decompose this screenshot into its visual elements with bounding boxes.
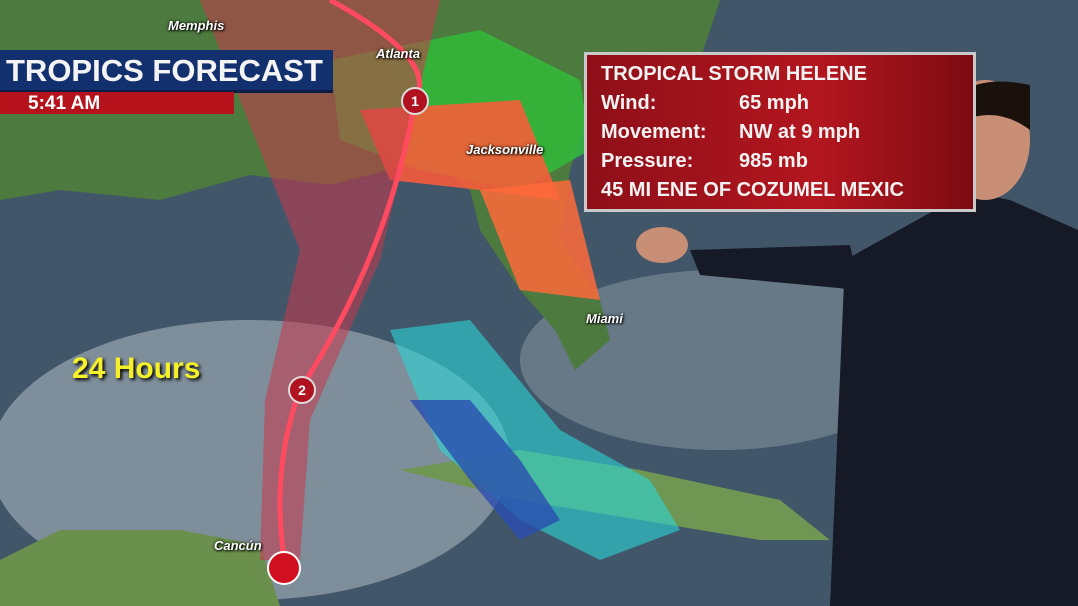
cloud-cover bbox=[520, 270, 920, 450]
row-value: 65 mph bbox=[739, 92, 810, 114]
cloud-cover bbox=[0, 320, 510, 600]
rain-area bbox=[390, 320, 680, 560]
track-marker-2: 2 bbox=[288, 376, 316, 404]
storm-info-box: TROPICAL STORM HELENE Wind: 65 mph Movem… bbox=[584, 52, 976, 212]
rain-area bbox=[410, 400, 560, 540]
storm-wind-row: Wind: 65 mph bbox=[601, 92, 809, 115]
presenter-hand bbox=[636, 227, 688, 263]
city-label-atlanta: Atlanta bbox=[376, 46, 421, 61]
storm-movement-row: Movement: NW at 9 mph bbox=[601, 121, 860, 144]
graphic-title: TROPICS FORECAST bbox=[6, 53, 323, 88]
city-label-miami: Miami bbox=[586, 311, 623, 326]
forecast-cone bbox=[200, 0, 440, 560]
storm-name: TROPICAL STORM HELENE bbox=[601, 63, 867, 85]
graphic-time: 5:41 AM bbox=[28, 93, 101, 114]
row-value: NW at 9 mph bbox=[739, 121, 861, 143]
time-banner: 5:41 AM bbox=[0, 92, 234, 114]
forecast-hours-label: 24 Hours bbox=[72, 352, 201, 385]
storm-location: 45 MI ENE OF COZUMEL MEXIC bbox=[601, 179, 904, 201]
track-marker-1: 1 bbox=[401, 87, 429, 115]
storm-icon bbox=[267, 551, 301, 585]
forecast-track bbox=[277, 0, 422, 566]
land-yucatan bbox=[0, 530, 280, 606]
row-label: Wind: bbox=[601, 92, 657, 114]
presenter bbox=[830, 190, 1078, 606]
row-value: 985 mb bbox=[739, 150, 808, 172]
row-label: Movement: bbox=[601, 121, 707, 143]
presenter-arm bbox=[690, 245, 860, 290]
warning-area bbox=[480, 180, 600, 300]
row-label: Pressure: bbox=[601, 150, 694, 172]
city-label-memphis: Memphis bbox=[168, 18, 225, 33]
city-label-jacksonville: Jacksonville bbox=[466, 142, 544, 157]
storm-pressure-row: Pressure: 985 mb bbox=[601, 150, 808, 173]
city-label-cancun: Cancún bbox=[214, 538, 262, 553]
title-banner: TROPICS FORECAST bbox=[0, 50, 333, 93]
